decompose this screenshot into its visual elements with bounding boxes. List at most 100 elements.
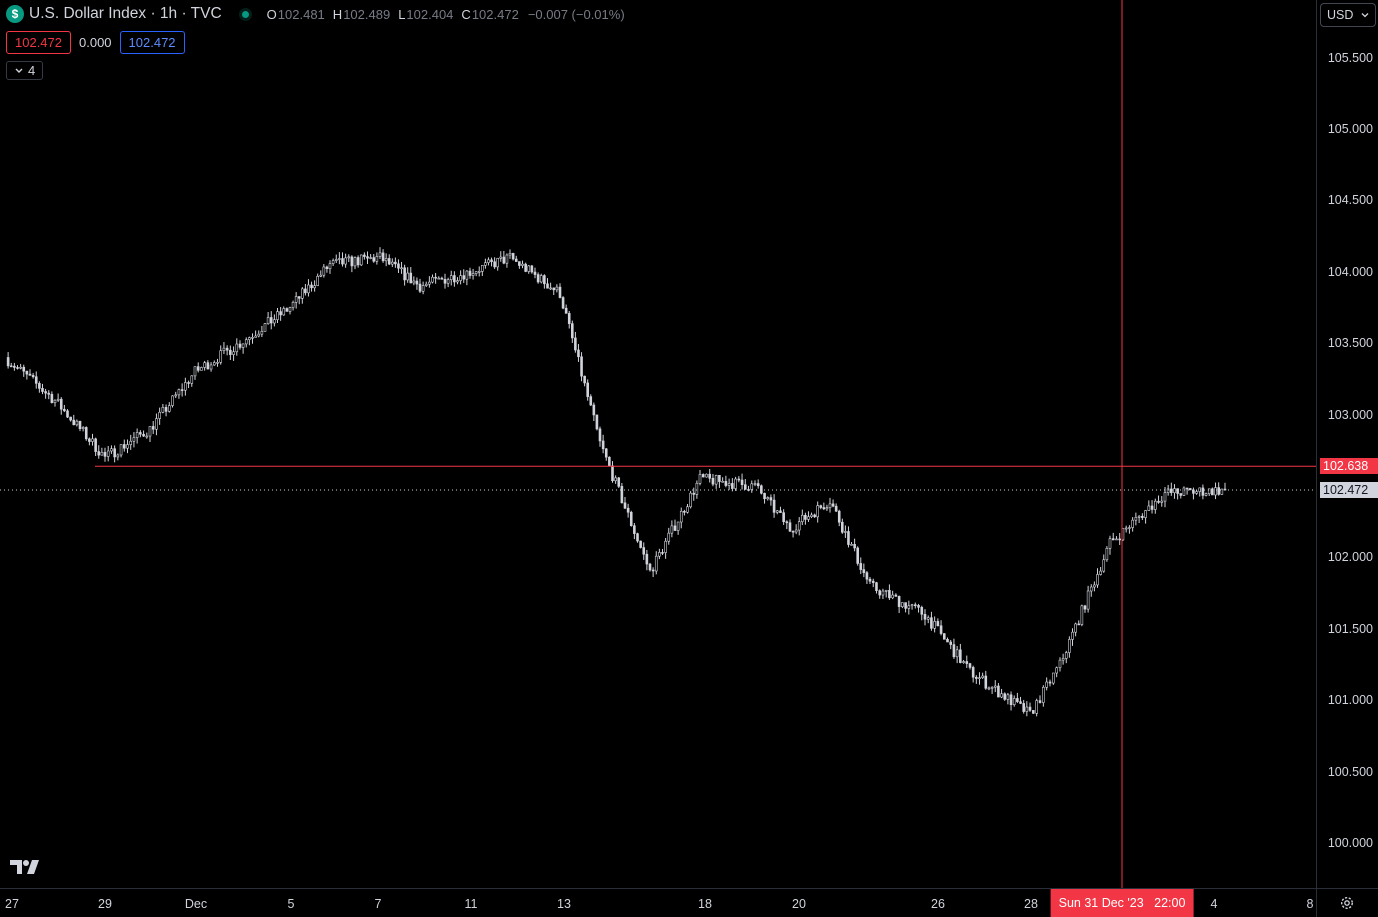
candle bbox=[91, 433, 94, 446]
currency-select[interactable]: USD bbox=[1320, 3, 1376, 27]
candle-body bbox=[518, 261, 521, 266]
candle-body bbox=[232, 351, 235, 355]
candle bbox=[356, 255, 360, 268]
candle bbox=[859, 557, 863, 575]
price-tick-label: 101.500 bbox=[1327, 621, 1373, 636]
candle bbox=[19, 363, 22, 370]
candle bbox=[307, 279, 310, 297]
candle bbox=[629, 510, 633, 527]
candle-body bbox=[344, 257, 347, 265]
candle-body bbox=[462, 275, 466, 280]
last-price-label: 102.472 bbox=[1320, 481, 1378, 498]
candle bbox=[645, 549, 649, 571]
time-tick-label: 28 bbox=[1024, 897, 1038, 911]
candle bbox=[496, 257, 499, 271]
candle bbox=[788, 519, 792, 532]
candle bbox=[63, 404, 66, 413]
candle bbox=[288, 306, 292, 315]
candle bbox=[155, 413, 158, 436]
candle-body bbox=[1118, 538, 1122, 541]
candle bbox=[679, 507, 683, 529]
candle bbox=[1102, 554, 1106, 573]
tradingview-logo-icon[interactable] bbox=[10, 858, 42, 881]
chevron-down-icon bbox=[15, 68, 23, 73]
candle bbox=[490, 257, 493, 267]
candle-body bbox=[34, 376, 38, 384]
candle-body bbox=[923, 613, 927, 620]
candle-body bbox=[119, 444, 123, 456]
candle bbox=[1108, 535, 1112, 555]
candle-body bbox=[718, 474, 721, 482]
candle-body bbox=[676, 521, 680, 531]
price-axis[interactable]: USD 105.500 105.000 104.500 104.000 103.500 1… bbox=[1316, 0, 1378, 888]
price-tick-label: 103.500 bbox=[1327, 336, 1373, 351]
candle-body bbox=[511, 253, 515, 260]
candle bbox=[949, 639, 953, 650]
candle bbox=[772, 494, 776, 518]
candle bbox=[923, 609, 927, 626]
candle bbox=[891, 590, 894, 600]
candle bbox=[942, 633, 946, 640]
candle bbox=[1077, 620, 1081, 626]
candle-body bbox=[794, 529, 798, 533]
candle bbox=[418, 278, 422, 293]
candle bbox=[1115, 536, 1118, 541]
candle-body bbox=[580, 356, 583, 377]
candle bbox=[75, 419, 79, 427]
indicators-toggle[interactable]: 4 bbox=[6, 61, 44, 80]
candle bbox=[1144, 509, 1147, 524]
candle-body bbox=[527, 265, 531, 272]
candle bbox=[718, 474, 721, 488]
low-label: L bbox=[398, 6, 406, 22]
candle bbox=[325, 265, 329, 273]
candle bbox=[1064, 650, 1068, 664]
candle bbox=[1105, 546, 1109, 562]
candle bbox=[145, 432, 149, 439]
candle-body bbox=[552, 287, 556, 291]
candle-body bbox=[100, 452, 104, 456]
candle-body bbox=[276, 311, 279, 320]
sell-button[interactable]: 102.472 bbox=[6, 31, 71, 54]
candle bbox=[1093, 581, 1096, 592]
time-axis[interactable]: 27 29 Dec 5 7 11 13 18 20 26 28 4 8 Sun 31 Dec '23 2… bbox=[0, 888, 1316, 917]
candle bbox=[304, 283, 307, 296]
chart-pane[interactable]: $ U.S. Dollar Index · 1h · TVC O102.481 … bbox=[0, 0, 1316, 888]
candle-body bbox=[661, 552, 664, 554]
candle-body bbox=[418, 283, 422, 292]
candle bbox=[453, 271, 456, 287]
candle bbox=[16, 365, 19, 370]
candle bbox=[1118, 533, 1122, 546]
market-status-icon[interactable] bbox=[241, 10, 249, 18]
candle bbox=[126, 439, 129, 454]
candle bbox=[608, 456, 611, 467]
candle-body bbox=[897, 596, 901, 607]
candle bbox=[449, 270, 453, 286]
candle bbox=[1147, 500, 1151, 512]
settings-gear-icon[interactable] bbox=[1339, 895, 1355, 911]
candle-body bbox=[766, 497, 770, 500]
candle bbox=[981, 672, 984, 679]
candle-body bbox=[291, 302, 295, 308]
buy-button[interactable]: 102.472 bbox=[119, 31, 185, 54]
candle bbox=[875, 581, 878, 594]
candle bbox=[518, 261, 521, 269]
time-tick-label: 11 bbox=[464, 897, 478, 911]
candle bbox=[1111, 532, 1115, 541]
candle-body bbox=[338, 258, 341, 260]
candle bbox=[499, 251, 503, 262]
candle-body bbox=[1045, 681, 1048, 688]
candle-body bbox=[865, 572, 869, 580]
candle bbox=[148, 426, 152, 443]
candle bbox=[161, 403, 165, 414]
candle bbox=[968, 662, 972, 670]
candle-body bbox=[917, 605, 920, 608]
symbol-title[interactable]: U.S. Dollar Index · 1h · TVC bbox=[29, 5, 222, 22]
candle bbox=[865, 571, 869, 584]
candle-body bbox=[59, 398, 63, 410]
candlestick-chart[interactable] bbox=[0, 0, 1316, 888]
candle bbox=[158, 407, 161, 425]
candle bbox=[424, 281, 428, 287]
candle-body bbox=[574, 337, 577, 351]
candle bbox=[819, 504, 823, 510]
candle-body bbox=[44, 391, 47, 394]
